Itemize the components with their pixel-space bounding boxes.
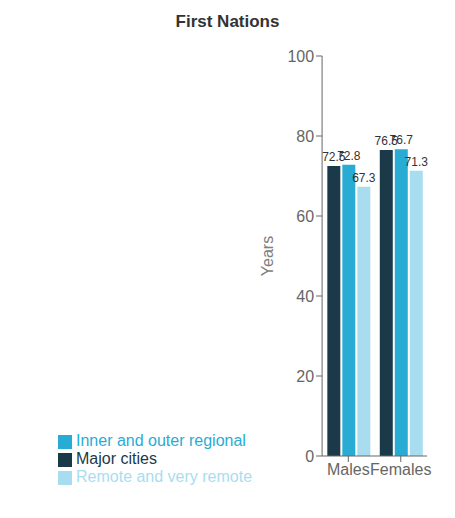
svg-text:72.5: 72.5 xyxy=(322,150,346,164)
svg-text:100: 100 xyxy=(287,48,314,65)
svg-text:76.5: 76.5 xyxy=(374,134,398,148)
html-text:Inner and outer regional: Inner and outer regional xyxy=(76,432,246,449)
svg-text:60: 60 xyxy=(296,208,314,225)
svg-text:20: 20 xyxy=(296,368,314,385)
html-text:First Nations: First Nations xyxy=(175,12,280,31)
svg-text:0: 0 xyxy=(305,448,314,465)
svg-text:Females: Females xyxy=(370,461,431,478)
svg-text:Males: Males xyxy=(327,461,370,478)
svg-text:67.3: 67.3 xyxy=(352,171,376,185)
html-text:Major cities: Major cities xyxy=(76,450,157,467)
svg-text:72.8: 72.8 xyxy=(337,149,361,163)
svg-text:80: 80 xyxy=(296,128,314,145)
svg-text:71.3: 71.3 xyxy=(405,155,429,169)
svg-text:Years: Years xyxy=(259,236,276,276)
svg-text:76.7: 76.7 xyxy=(390,133,414,147)
html-text:Remote and very remote: Remote and very remote xyxy=(76,468,253,485)
svg-text:40: 40 xyxy=(296,288,314,305)
